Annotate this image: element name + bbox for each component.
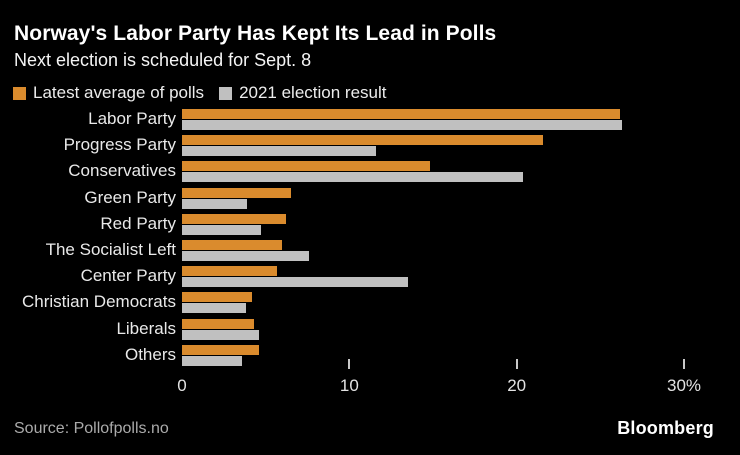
category-label: Progress Party bbox=[63, 135, 176, 155]
election-2021-bar bbox=[182, 120, 623, 130]
chart-subtitle: Next election is scheduled for Sept. 8 bbox=[14, 50, 312, 70]
category-label: The Socialist Left bbox=[45, 240, 176, 259]
chart-row: Liberals bbox=[0, 318, 740, 344]
poll-average-bar bbox=[182, 187, 291, 198]
legend-label-polls: Latest average of polls bbox=[33, 83, 205, 102]
election-2021-bar bbox=[182, 355, 243, 366]
poll-average-bar bbox=[182, 292, 253, 303]
chart-row: Labor Party bbox=[0, 108, 740, 134]
source-note: Source: Pollofpolls.no bbox=[14, 420, 169, 437]
chart-row: Others bbox=[0, 344, 740, 370]
x-axis-tick bbox=[683, 359, 685, 369]
plot-area: Labor Party Progress Party Conservatives Gr… bbox=[0, 108, 740, 370]
poll-average-bar bbox=[182, 344, 259, 355]
category-label: Green Party bbox=[84, 187, 176, 207]
poll-average-bar bbox=[182, 213, 286, 224]
election-2021-bar bbox=[182, 251, 310, 261]
category-label: Labor Party bbox=[88, 109, 176, 128]
x-axis-tick-label: 0 bbox=[177, 376, 187, 395]
election-2021-bar bbox=[182, 303, 246, 314]
category-label: Center Party bbox=[80, 266, 176, 286]
bloomberg-logo: Bloomberg bbox=[617, 418, 714, 438]
poll-average-bar bbox=[182, 135, 544, 146]
legend-item-polls: Latest average of polls bbox=[13, 83, 204, 103]
legend-swatch-gray-icon bbox=[219, 86, 233, 100]
election-2021-bar bbox=[182, 172, 524, 183]
chart-row: Conservatives bbox=[0, 160, 740, 186]
poll-average-bar bbox=[182, 161, 430, 172]
chart-row: Center Party bbox=[0, 265, 740, 291]
category-label: Red Party bbox=[100, 213, 176, 233]
category-label: Liberals bbox=[116, 318, 176, 338]
legend: Latest average of polls 2021 election re… bbox=[13, 83, 387, 103]
poll-average-bar bbox=[182, 240, 283, 250]
election-2021-bar bbox=[182, 277, 408, 288]
legend-item-2021: 2021 election result bbox=[219, 83, 387, 103]
x-axis-tick-label: 20 bbox=[507, 376, 527, 395]
legend-label-2021: 2021 election result bbox=[239, 83, 387, 102]
category-label: Christian Democrats bbox=[22, 292, 176, 312]
election-2021-bar bbox=[182, 198, 248, 209]
chart-row: Christian Democrats bbox=[0, 291, 740, 317]
election-2021-bar bbox=[182, 146, 377, 157]
poll-average-bar bbox=[182, 318, 254, 329]
chart-row: Red Party bbox=[0, 213, 740, 239]
x-axis-tick bbox=[515, 359, 518, 369]
election-2021-bar bbox=[182, 329, 259, 340]
x-axis-tick-label: 10 bbox=[339, 376, 359, 395]
chart-row: Progress Party bbox=[0, 134, 740, 160]
category-label: Conservatives bbox=[68, 161, 176, 181]
election-2021-bar bbox=[182, 224, 261, 235]
chart-row: Green Party bbox=[0, 187, 740, 213]
category-label: Others bbox=[124, 344, 176, 364]
chart-title: Norway's Labor Party Has Kept Its Lead i… bbox=[14, 22, 497, 45]
poll-average-bar bbox=[182, 266, 278, 277]
x-axis-tick-label: 30% bbox=[666, 376, 702, 395]
poll-average-bar bbox=[182, 109, 621, 119]
x-axis-tick bbox=[348, 359, 351, 369]
legend-swatch-orange-icon bbox=[13, 86, 26, 100]
chart-row: The Socialist Left bbox=[0, 239, 740, 265]
